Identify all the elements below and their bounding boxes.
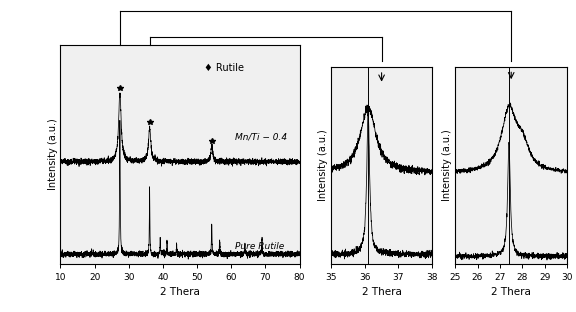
- X-axis label: 2 Thera: 2 Thera: [491, 287, 531, 297]
- Y-axis label: Intensity (a.u.): Intensity (a.u.): [442, 129, 452, 201]
- Text: Pure Rutile: Pure Rutile: [234, 242, 284, 251]
- X-axis label: 2 Thera: 2 Thera: [160, 287, 200, 297]
- Text: Mn/Ti − 0.4: Mn/Ti − 0.4: [234, 132, 287, 141]
- X-axis label: 2 Thera: 2 Thera: [362, 287, 401, 297]
- Y-axis label: Intensity (a.u.): Intensity (a.u.): [319, 129, 328, 201]
- Text: ♦ Rutile: ♦ Rutile: [204, 63, 244, 73]
- Y-axis label: Intensity (a.u.): Intensity (a.u.): [48, 119, 58, 190]
